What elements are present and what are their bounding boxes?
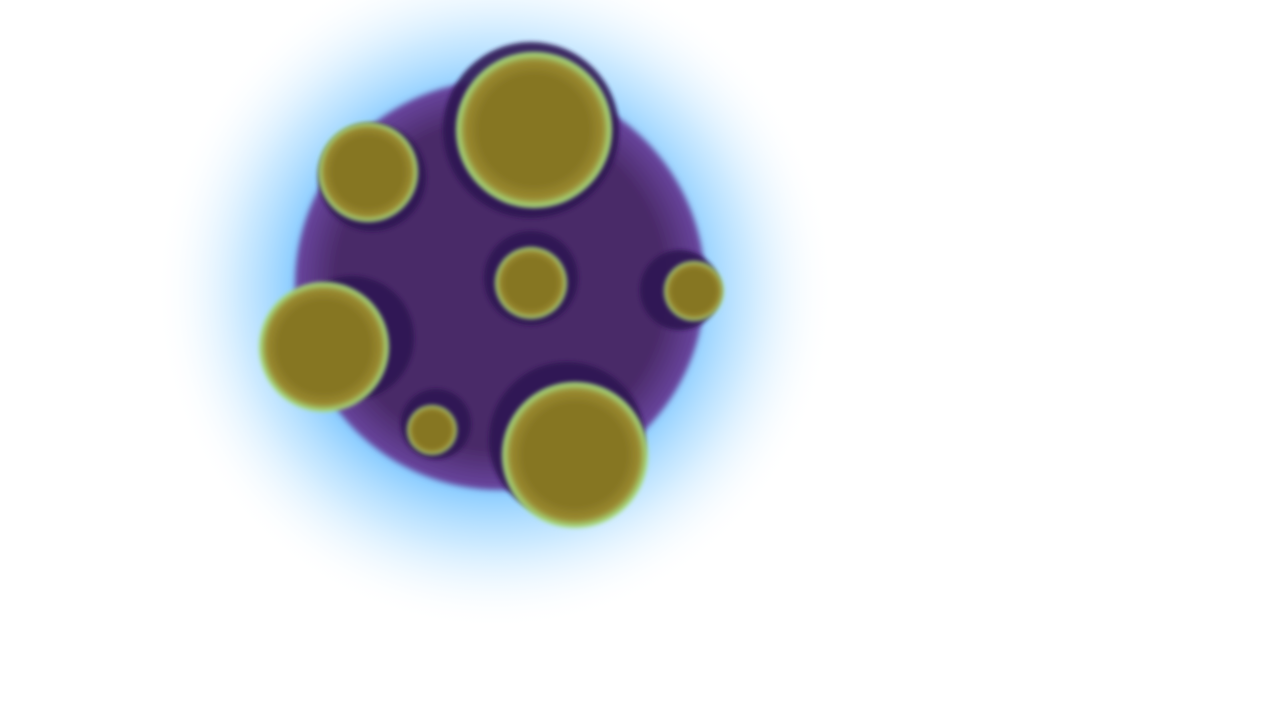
planet-spot [407, 405, 457, 455]
planet-spot [318, 122, 418, 222]
planet-spot [664, 261, 724, 321]
planet-spot [502, 382, 648, 528]
planet-spot [495, 247, 567, 319]
planet-spot [259, 282, 389, 412]
planet-spot [456, 52, 612, 208]
